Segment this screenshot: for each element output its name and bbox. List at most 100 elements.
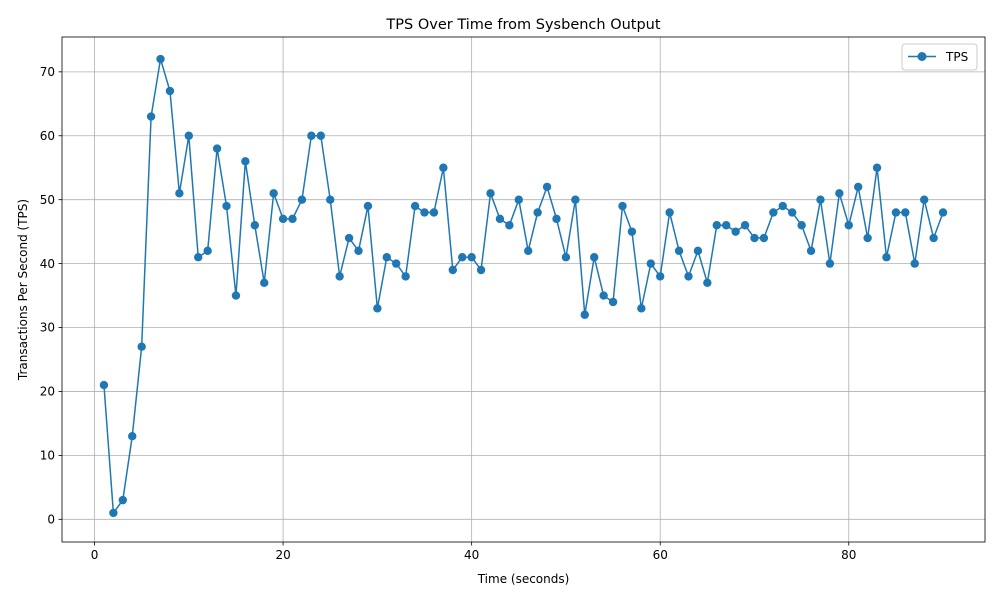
legend-label-tps: TPS: [945, 50, 968, 64]
tps-data-point: [806, 246, 816, 256]
tps-data-point: [231, 291, 241, 300]
tps-data-point: [99, 380, 109, 390]
x-tick-label: 20: [275, 548, 290, 562]
tps-data-point: [561, 253, 571, 262]
y-tick-label: 50: [40, 193, 55, 207]
y-tick-label: 10: [40, 449, 55, 463]
tps-data-point: [533, 208, 542, 217]
tps-data-point: [608, 297, 618, 307]
y-tick-label: 70: [40, 65, 55, 79]
legend-marker-sample: [917, 52, 927, 61]
tps-data-point: [524, 246, 533, 256]
x-tick-label: 80: [841, 548, 856, 562]
tps-data-point: [656, 272, 665, 281]
y-tick-label: 20: [40, 385, 55, 399]
tps-data-point: [910, 259, 919, 268]
tps-data-point: [703, 278, 712, 287]
tps-data-point: [241, 157, 250, 166]
tps-data-point: [788, 208, 797, 217]
tps-data-point: [335, 272, 344, 281]
tps-data-point: [476, 265, 486, 275]
tps-data-point: [514, 195, 523, 204]
tps-data-point: [410, 201, 420, 211]
legend-box: [901, 43, 978, 71]
tps-data-point: [590, 253, 599, 262]
tps-data-point: [552, 214, 561, 224]
tps-data-point: [929, 233, 938, 243]
tps-data-point: [571, 195, 580, 204]
tps-data-point: [759, 233, 769, 243]
tps-data-point: [222, 201, 231, 211]
tps-data-point: [137, 342, 146, 351]
tps-data-point: [448, 265, 457, 275]
tps-data-point: [363, 201, 373, 211]
tps-data-point: [429, 208, 439, 217]
x-tick-label: 60: [653, 548, 668, 562]
tps-data-point: [938, 208, 948, 217]
tps-data-point: [392, 259, 401, 268]
tps-data-point: [750, 233, 759, 243]
y-tick-label: 60: [40, 129, 55, 143]
tps-data-point: [740, 221, 750, 230]
tps-data-point: [316, 131, 325, 140]
tps-data-point: [599, 291, 608, 300]
tps-data-point: [146, 112, 156, 121]
tps-data-point: [731, 227, 740, 236]
tps-series-line: [103, 58, 944, 514]
tps-data-point: [373, 304, 382, 313]
tps-data-point: [844, 221, 853, 230]
x-tick-label: 0: [91, 548, 99, 562]
tps-data-point: [542, 182, 552, 192]
tps-data-point: [674, 246, 684, 256]
tps-data-point: [618, 201, 627, 211]
tps-data-point: [684, 272, 693, 281]
tps-data-point: [467, 253, 476, 262]
tps-data-point: [722, 221, 731, 230]
x-axis-title: Time (seconds): [477, 572, 570, 586]
tps-data-point: [778, 201, 787, 211]
tps-data-point: [260, 278, 269, 287]
tps-data-point: [882, 253, 891, 262]
tps-data-point: [278, 214, 288, 224]
tps-data-point: [175, 189, 184, 198]
tps-data-point: [825, 259, 835, 268]
tps-data-point: [646, 259, 655, 268]
tps-data-point: [580, 310, 589, 319]
tps-data-point: [307, 131, 316, 140]
tps-data-point: [297, 195, 307, 204]
y-tick-label: 30: [40, 321, 55, 335]
tps-data-point: [212, 144, 222, 153]
tps-data-point: [872, 163, 882, 172]
tps-data-point: [637, 304, 646, 313]
tps-data-point: [269, 189, 278, 198]
tps-data-point: [203, 246, 212, 256]
tps-data-point: [439, 163, 448, 172]
tps-data-point: [693, 246, 703, 256]
tps-data-point: [505, 221, 514, 230]
tps-data-point: [326, 195, 335, 204]
tps-data-point: [486, 189, 495, 198]
x-tick-label: 40: [464, 548, 479, 562]
tps-data-point: [835, 189, 844, 198]
axis-ticks: 0 20 40 60 80 0 10 20 30 40 50 60 70: [40, 65, 857, 562]
tps-data-point: [288, 214, 297, 224]
tps-data-point: [901, 208, 910, 217]
tps-data-point: [165, 86, 175, 96]
tps-data-point: [816, 195, 825, 204]
tps-data-point: [919, 195, 929, 204]
tps-data-point: [420, 208, 429, 217]
tps-data-point: [184, 131, 194, 140]
tps-data-point: [118, 495, 128, 505]
tps-data-point: [769, 208, 778, 217]
y-tick-label: 40: [40, 257, 55, 271]
tps-data-point: [382, 253, 391, 262]
tps-data-point: [627, 227, 637, 236]
tps-data-point: [863, 233, 872, 243]
tps-data-point: [354, 246, 363, 256]
series-layer: [99, 54, 948, 518]
legend: TPS: [901, 43, 978, 71]
plot-area-frame: [61, 36, 986, 543]
tps-data-point: [665, 208, 674, 217]
